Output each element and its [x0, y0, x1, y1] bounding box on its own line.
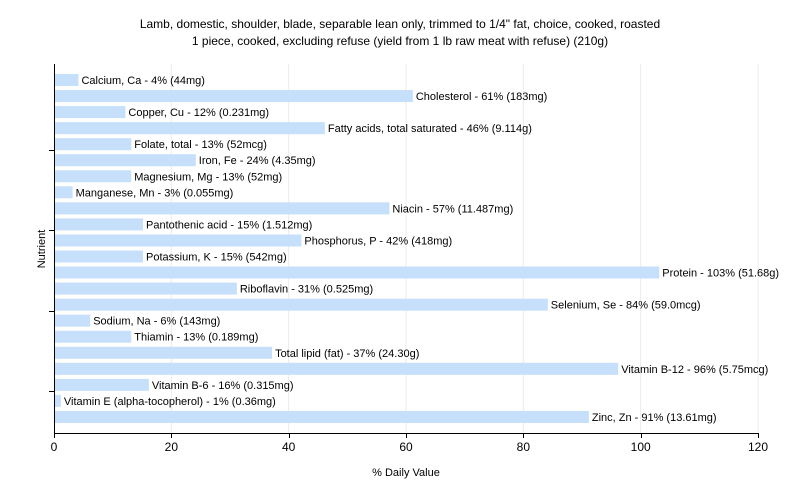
bar-label: Copper, Cu - 12% (0.231mg)	[128, 107, 269, 119]
bar	[55, 282, 237, 295]
bar	[55, 378, 149, 391]
bar	[55, 218, 143, 231]
bar-label: Riboflavin - 31% (0.525mg)	[240, 284, 373, 296]
bar	[55, 186, 73, 199]
bar-label: Vitamin E (alpha-tocopherol) - 1% (0.36m…	[64, 396, 276, 408]
bar	[55, 410, 589, 423]
bar-label: Phosphorus, P - 42% (418mg)	[304, 235, 452, 247]
bar	[55, 106, 126, 119]
bar-label: Iron, Fe - 24% (4.35mg)	[199, 155, 316, 167]
bar-label: Sodium, Na - 6% (143mg)	[93, 316, 220, 328]
y-axis-title: Nutrient	[36, 230, 48, 269]
x-tick-label: 100	[631, 440, 651, 454]
axes: 0 20 40 60 80 100 120	[49, 64, 768, 454]
x-tick-label: 80	[517, 440, 531, 454]
bar-label: Vitamin B-12 - 96% (5.75mcg)	[621, 364, 768, 376]
bar	[55, 346, 273, 359]
bar	[55, 266, 660, 279]
x-tick-label: 60	[399, 440, 413, 454]
x-tick-label: 40	[282, 440, 296, 454]
bar	[55, 74, 79, 86]
bar	[55, 170, 132, 183]
chart-title-line-2: 1 piece, cooked, excluding refuse (yield…	[191, 34, 609, 48]
bar-label: Protein - 103% (51.68g)	[662, 268, 779, 280]
bar-label: Folate, total - 13% (52mcg)	[134, 139, 267, 151]
x-tick-label: 20	[165, 440, 179, 454]
x-tick-label: 120	[748, 440, 768, 454]
bar	[55, 90, 413, 103]
bar-label: Total lipid (fat) - 37% (24.30g)	[275, 348, 419, 360]
bar	[55, 250, 143, 263]
bar	[55, 394, 61, 407]
bar-label: Thiamin - 13% (0.189mg)	[134, 332, 258, 344]
bar-label: Selenium, Se - 84% (59.0mcg)	[551, 300, 701, 312]
bar-label: Fatty acids, total saturated - 46% (9.11…	[328, 123, 532, 135]
bars: Calcium, Ca - 4% (44mg) Cholesterol - 61%…	[55, 74, 779, 424]
bar-label: Pantothenic acid - 15% (1.512mg)	[146, 219, 312, 231]
bar	[55, 202, 390, 215]
bar	[55, 314, 91, 327]
bar	[55, 138, 132, 151]
bar-label: Manganese, Mn - 3% (0.055mg)	[76, 187, 234, 199]
x-tick-label: 0	[51, 440, 58, 454]
bar	[55, 234, 302, 247]
chart-title: Lamb, domestic, shoulder, blade, separab…	[0, 16, 800, 50]
grid-lines	[170, 64, 759, 433]
bar-label: Vitamin B-6 - 16% (0.315mg)	[152, 380, 294, 392]
bar	[55, 154, 196, 167]
bar-label: Potassium, K - 15% (542mg)	[146, 252, 287, 264]
bar	[55, 122, 325, 135]
bar-label: Zinc, Zn - 91% (13.61mg)	[592, 412, 717, 424]
bar-label: Calcium, Ca - 4% (44mg)	[81, 75, 204, 87]
bar	[55, 362, 619, 375]
bar-label: Niacin - 57% (11.487mg)	[392, 203, 513, 215]
bar-label: Cholesterol - 61% (183mg)	[416, 91, 547, 103]
chart-title-line-1: Lamb, domestic, shoulder, blade, separab…	[139, 17, 661, 31]
bar	[55, 298, 548, 311]
bar-label: Magnesium, Mg - 13% (52mg)	[134, 171, 282, 183]
x-axis-title: % Daily Value	[372, 467, 440, 479]
bar	[55, 330, 132, 343]
